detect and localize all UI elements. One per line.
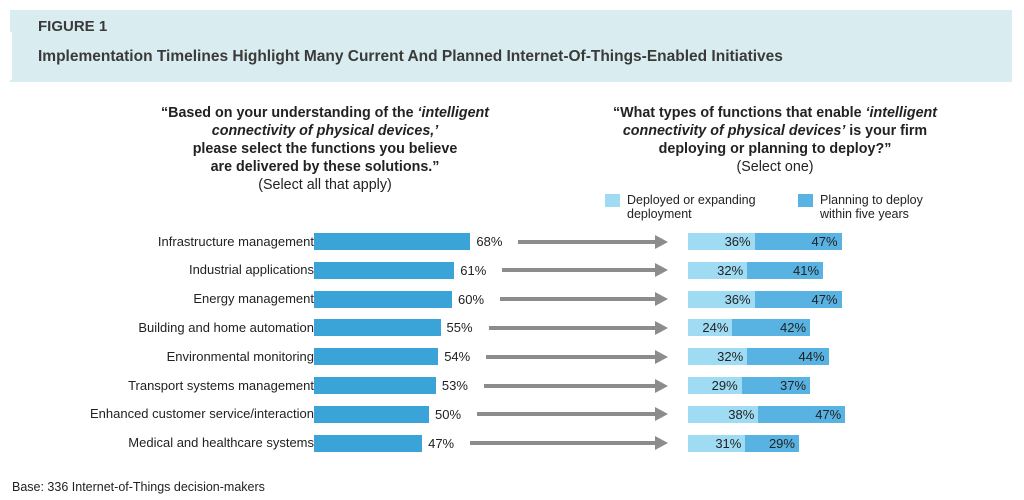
figure-label: FIGURE 1 — [38, 18, 108, 35]
row-label: Enhanced customer service/interaction — [89, 406, 314, 422]
legend-deployed-line1: Deployed or expanding — [627, 193, 756, 207]
left-bar-value: 50% — [435, 406, 462, 422]
arrow-head — [655, 320, 668, 335]
deployed-segment: 36% — [688, 233, 755, 250]
right-question-line2b: is your firm — [845, 123, 928, 139]
arrow-line — [483, 383, 655, 388]
row-label: Medical and healthcare systems — [128, 435, 314, 451]
planning-segment: 41% — [747, 261, 824, 279]
arrow-head — [655, 436, 668, 451]
arrow-line — [486, 354, 655, 359]
left-bar — [314, 319, 441, 337]
arrow-line — [518, 239, 655, 244]
arrow-line — [470, 441, 655, 446]
left-bar-value: 54% — [444, 349, 471, 365]
left-bar-value: 47% — [428, 435, 455, 451]
right-question-line4: (Select one) — [736, 159, 814, 175]
left-bar-value: 68% — [476, 234, 503, 249]
left-question-line5: (Select all that apply) — [258, 177, 392, 193]
left-bar — [314, 290, 452, 308]
planning-segment: 42% — [732, 319, 811, 337]
deployed-segment: 29% — [688, 377, 742, 394]
left-question-line2: connectivity of physical devices,’ — [211, 123, 439, 139]
left-question-line4: are delivered by these solutions.” — [210, 159, 440, 175]
row-label: Energy management — [193, 291, 314, 307]
left-question-line3: please select the functions you believe — [192, 141, 458, 157]
arrow-line — [477, 412, 655, 417]
arrow-line — [502, 268, 655, 273]
left-bar-value: 53% — [441, 378, 468, 393]
right-question-line1a: “What types of functions that enable — [612, 105, 866, 121]
row-label: Building and home automation — [138, 319, 314, 335]
planning-segment: 47% — [754, 233, 842, 250]
left-bar — [314, 348, 439, 366]
figure-title: Implementation Timelines Highlight Many … — [38, 48, 783, 65]
arrow-head — [655, 407, 668, 422]
legend-planning-line2: within five years — [820, 207, 909, 221]
arrow-head — [655, 349, 668, 364]
planning-segment: 44% — [747, 348, 829, 366]
planning-segment: 37% — [741, 377, 811, 394]
left-bar — [314, 377, 436, 394]
left-question-line1b: ‘intelligent — [417, 105, 490, 121]
deployed-segment: 38% — [688, 405, 759, 423]
left-bar — [314, 405, 429, 423]
left-bar-value: 61% — [460, 262, 487, 278]
right-question-line1b: ‘intelligent — [865, 105, 938, 121]
arrow-head — [655, 378, 668, 393]
arrow-head — [655, 234, 668, 249]
planning-segment: 47% — [758, 405, 846, 423]
arrow-head — [655, 263, 668, 278]
header-rule — [10, 32, 12, 80]
base-note: Base: 336 Internet-of-Things decision-ma… — [12, 480, 265, 494]
planning-segment: 29% — [745, 434, 799, 452]
legend-planning-line1: Planning to deploy — [820, 193, 923, 207]
left-bar — [314, 434, 423, 452]
left-question: “Based on your understanding of the ‘int… — [95, 104, 555, 194]
left-bar — [314, 233, 471, 250]
left-bar-value: 55% — [446, 320, 473, 336]
arrow-head — [655, 292, 668, 307]
planning-segment: 47% — [754, 290, 842, 308]
legend-deployed-label: Deployed or expanding deployment — [627, 193, 756, 221]
deployed-segment: 31% — [688, 434, 746, 452]
row-label: Infrastructure management — [157, 233, 314, 249]
right-question-line3: deploying or planning to deploy?” — [658, 141, 892, 157]
deployed-segment: 36% — [688, 290, 755, 308]
left-bar-value: 60% — [458, 291, 485, 307]
legend-planning-label: Planning to deploy within five years — [820, 193, 923, 221]
right-question-line2a: connectivity of physical devices’ — [622, 123, 846, 139]
deployed-segment: 24% — [688, 319, 733, 337]
legend-deployed-line2: deployment — [627, 207, 692, 221]
left-bar — [314, 261, 455, 279]
arrow-line — [500, 297, 655, 302]
row-label: Industrial applications — [188, 262, 314, 278]
deployed-segment: 32% — [688, 261, 748, 279]
deployed-segment: 32% — [688, 348, 748, 366]
legend-deployed-swatch — [605, 194, 620, 207]
row-label: Environmental monitoring — [166, 348, 314, 364]
legend-planning-swatch — [798, 194, 813, 207]
left-question-line1a: “Based on your understanding of the — [160, 105, 418, 121]
row-label: Transport systems management — [128, 377, 314, 393]
arrow-line — [488, 325, 655, 330]
figure-header: FIGURE 1 Implementation Timelines Highli… — [10, 10, 1012, 82]
right-question: “What types of functions that enable ‘in… — [545, 104, 1005, 176]
